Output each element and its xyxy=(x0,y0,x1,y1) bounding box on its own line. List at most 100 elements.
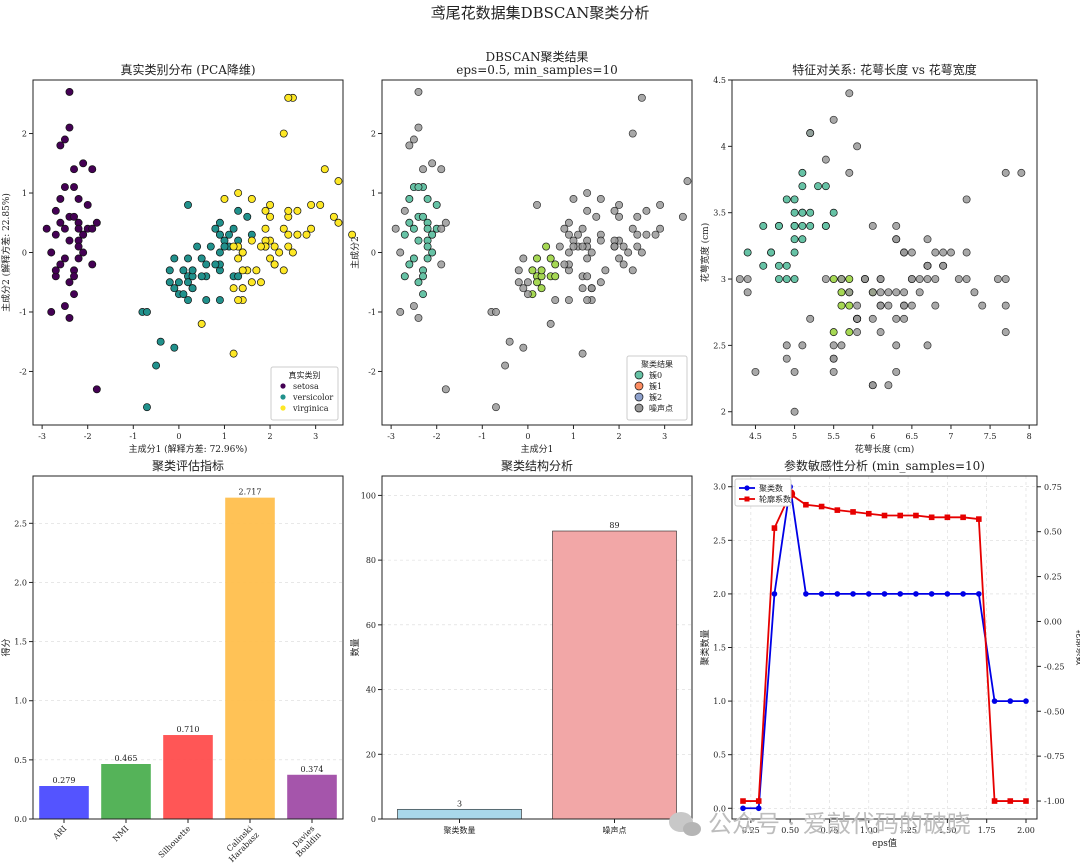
p6-right-ytick-label: -1.00 xyxy=(1044,797,1065,806)
p2-legend-label: 簇0 xyxy=(649,370,662,380)
p2-point xyxy=(423,224,432,233)
p1-point xyxy=(42,224,51,233)
p2-point xyxy=(583,189,592,197)
p1-point xyxy=(70,212,78,221)
p1-point xyxy=(51,206,60,215)
p2-point xyxy=(637,248,646,257)
p3-point xyxy=(774,275,783,283)
p4-category-label: DaviesBouldin xyxy=(288,824,323,859)
p2-point xyxy=(564,230,573,239)
p3-point xyxy=(837,301,846,310)
p2-point xyxy=(546,254,555,263)
p1-point xyxy=(256,278,265,287)
p1-xtick-label: -1 xyxy=(129,432,137,441)
p1-point xyxy=(170,343,179,352)
p6-point xyxy=(960,591,966,597)
p3-point xyxy=(853,301,862,310)
p1-ytick-label: -1 xyxy=(19,308,27,317)
p3-point xyxy=(907,248,916,257)
p3-point xyxy=(1001,275,1010,283)
p3-point xyxy=(845,288,854,297)
p5-title: 聚类结构分析 xyxy=(501,458,573,473)
p1-point xyxy=(316,200,325,209)
p1-point xyxy=(65,278,74,287)
p2-point xyxy=(396,308,405,316)
p1-point xyxy=(307,224,316,233)
p3-point xyxy=(790,208,799,217)
p2-point xyxy=(564,248,573,257)
p6-point xyxy=(928,591,935,597)
p1-point xyxy=(184,200,192,209)
p1-point xyxy=(202,296,211,305)
p6-right-ytick-label: 0.00 xyxy=(1044,617,1062,626)
p3-point xyxy=(798,222,807,230)
p5-ytick-label: 60 xyxy=(366,621,376,630)
p6-right-ytick-label: 0.75 xyxy=(1044,483,1062,492)
p1-point xyxy=(234,272,243,281)
p1-legend-marker xyxy=(280,394,286,400)
p1-point xyxy=(288,248,297,257)
p1-point xyxy=(74,195,83,203)
p4-category-label: CalinskiHarabasz xyxy=(221,824,261,864)
p1-point xyxy=(188,266,197,275)
p3-point xyxy=(790,235,799,244)
p1-point xyxy=(334,218,343,227)
p2-point xyxy=(528,266,537,275)
p1-point xyxy=(184,254,192,263)
p6-point xyxy=(976,591,982,597)
p5-bar xyxy=(552,530,677,820)
p5-ytick-label: 100 xyxy=(361,491,376,500)
p1-point xyxy=(56,141,65,150)
p2-point xyxy=(519,343,528,352)
p2-point xyxy=(633,212,642,221)
p3-point xyxy=(790,275,799,283)
p2-point xyxy=(441,218,450,227)
p3-point xyxy=(1017,168,1026,177)
p3-point xyxy=(923,261,932,270)
p4-bar xyxy=(287,774,337,819)
p6-xtick-label: 0.75 xyxy=(821,826,839,835)
p3-point xyxy=(915,288,924,297)
p3-point xyxy=(829,328,838,337)
p1-point xyxy=(215,218,224,227)
p4-ytick-label: 2.5 xyxy=(14,519,27,528)
p1-point xyxy=(165,266,174,275)
p6-ytick-label: 1.0 xyxy=(713,697,726,706)
p3-ytick-label: 2 xyxy=(721,408,726,417)
p2-ytick-label: 2 xyxy=(371,130,376,139)
p1-point xyxy=(275,248,284,257)
p2-point xyxy=(596,278,605,287)
p3-point xyxy=(735,275,744,283)
p1-point xyxy=(229,242,238,251)
p3-point xyxy=(782,195,791,204)
p3-point xyxy=(837,341,846,350)
p1-ytick-label: 1 xyxy=(22,189,27,198)
p6-point xyxy=(913,591,919,597)
p4-value-label: 0.374 xyxy=(301,765,324,774)
p6-xtick-label: 1.75 xyxy=(978,826,996,835)
p3-point xyxy=(868,222,877,230)
p2-point xyxy=(519,254,528,263)
p4-title: 聚类评估指标 xyxy=(152,458,224,473)
p2-subtitle: eps=0.5, min_samples=10 xyxy=(456,63,617,77)
plots-layer: 真实类别分布 (PCA降维) 主成分1 (解释方差: 72.96%) 主成分2 (解… xyxy=(0,50,1080,864)
p3-point xyxy=(743,288,752,297)
p1-point xyxy=(165,278,174,287)
p3-point xyxy=(876,288,885,297)
p2-xtick-label: 3 xyxy=(662,432,667,441)
p3-axes-frame xyxy=(731,79,1038,426)
p6-right-ytick-label: 0.25 xyxy=(1044,573,1062,582)
p3-xtick-label: 6 xyxy=(870,432,875,441)
p1-legend-label: setosa xyxy=(293,382,319,391)
p3-point xyxy=(845,328,854,337)
p3-point xyxy=(837,288,846,297)
p3-point xyxy=(931,248,940,257)
p4-category-line: Silhouette xyxy=(157,824,193,860)
p1-point xyxy=(56,195,65,203)
p1-title: 真实类别分布 (PCA降维) xyxy=(120,62,255,77)
p3-point xyxy=(790,407,799,416)
p1-point xyxy=(247,278,256,287)
p2-point xyxy=(533,254,541,263)
p6-ytick-label: 0.5 xyxy=(713,751,726,760)
p3-point xyxy=(884,381,893,390)
